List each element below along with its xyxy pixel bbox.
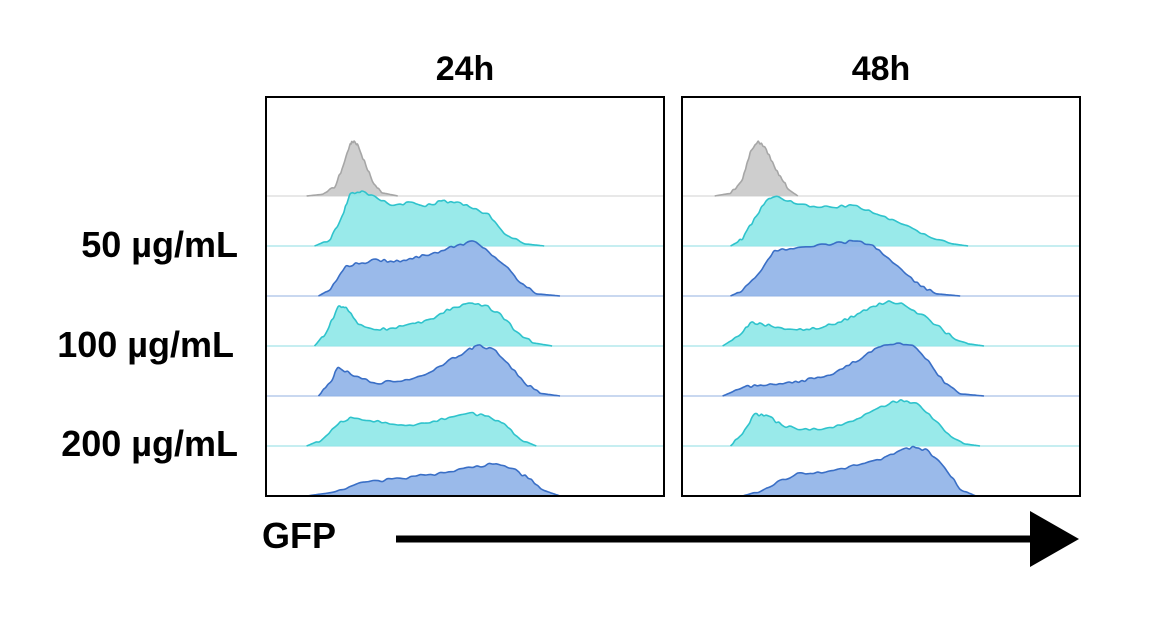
histogram-outline-blue bbox=[742, 445, 977, 497]
panel-title-48h: 48h bbox=[852, 50, 911, 88]
histogram-area-blue bbox=[742, 446, 976, 496]
histogram-outline-control bbox=[306, 140, 398, 197]
histogram-area-blue bbox=[306, 463, 560, 496]
histogram-outline-cyan bbox=[313, 302, 553, 347]
row-label-100: 100 µg/mL bbox=[57, 324, 234, 365]
histogram-area-blue bbox=[722, 343, 984, 396]
panel-24h-border bbox=[265, 96, 665, 497]
histogram-outline-blue bbox=[306, 462, 561, 497]
panel-48h bbox=[683, 140, 1079, 497]
histogram-area-cyan bbox=[730, 399, 980, 446]
histogram-area-blue bbox=[318, 240, 560, 296]
histogram-outline-cyan bbox=[722, 300, 985, 347]
histogram-outline-blue bbox=[722, 342, 985, 397]
histogram-outline-control bbox=[714, 140, 799, 197]
histogram-outline-blue bbox=[730, 239, 961, 297]
histogram-outline-blue bbox=[318, 240, 561, 297]
row-label-200: 200 µg/mL bbox=[61, 423, 238, 464]
histogram-area-cyan bbox=[314, 303, 553, 346]
panel-title-24h: 24h bbox=[436, 50, 495, 88]
histogram-outline-blue bbox=[317, 344, 561, 397]
histogram-area-control bbox=[306, 140, 398, 196]
panel-24h bbox=[267, 140, 663, 497]
histogram-area-control bbox=[714, 140, 798, 196]
histogram-outline-cyan bbox=[306, 411, 537, 447]
histogram-area-blue bbox=[318, 344, 560, 396]
histogram-area-cyan bbox=[314, 191, 545, 246]
histogram-outline-cyan bbox=[314, 190, 545, 247]
histogram-outline-cyan bbox=[730, 195, 969, 247]
row-label-50: 50 µg/mL bbox=[81, 224, 238, 265]
x-axis-label: GFP bbox=[262, 515, 336, 556]
panel-48h-border bbox=[681, 96, 1081, 497]
histogram-area-blue bbox=[730, 240, 961, 296]
histogram-area-cyan bbox=[306, 412, 537, 446]
histogram-area-cyan bbox=[730, 196, 969, 246]
histogram-outline-cyan bbox=[729, 399, 981, 447]
histogram-area-cyan bbox=[722, 300, 984, 346]
